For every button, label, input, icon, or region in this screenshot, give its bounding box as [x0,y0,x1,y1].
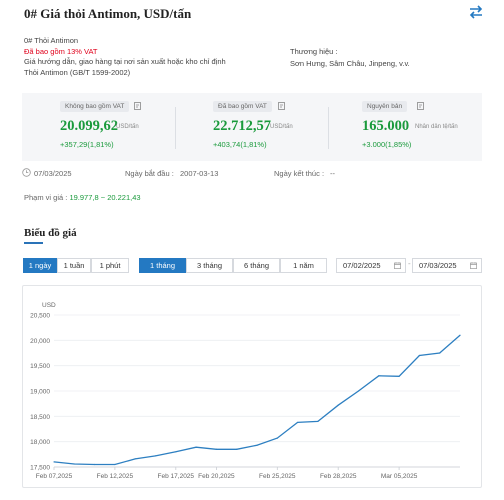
edit-note-icon[interactable] [134,102,142,110]
price-label: Đã bao gồm VAT [213,101,272,112]
data-point [134,458,136,460]
price-range-label: Phạm vi giá : [24,193,68,202]
data-point [337,404,339,406]
end-date-value: -- [330,169,335,178]
price-line-chart[interactable]: USD 17,500 18,000 18,500 19,000 19,500 20,000 2… [22,285,482,488]
calendar-icon [470,262,477,269]
price-date: 07/03/2025 [34,169,72,178]
data-point [195,446,197,448]
brand-info: Thương hiệu : Sơn Hưng, Sâm Châu, Jinpen… [290,46,410,70]
calendar-icon [394,262,401,269]
data-point [94,463,96,466]
price-label: Nguyên bản [362,101,408,112]
period-1-year-button[interactable]: 1 năm [280,258,327,273]
price-value: 165.000 [362,118,410,134]
data-point [459,334,461,336]
y-tick-label: 20,500 [30,313,50,320]
swap-arrows-icon[interactable] [468,4,484,20]
data-point [256,444,258,446]
x-tick-label: Feb 12,2025 [97,473,134,480]
chart-frame [22,285,482,488]
price-summary: Không bao gồm VAT 20.099,62 USD/tấn +357… [22,93,482,161]
period-6-months-button[interactable]: 6 tháng [233,258,280,273]
brand-label: Thương hiệu : [290,47,338,56]
data-point [154,455,157,457]
data-point [317,420,319,422]
price-value: 20.099,62 [60,118,118,134]
price-unit: USD/tấn [270,124,293,130]
price-unit: USD/tấn [116,124,139,130]
data-point [418,354,420,357]
data-point [73,463,75,465]
y-tick-label: 20,000 [30,338,50,345]
data-point [398,375,400,377]
price-value: 22.712,57 [213,118,271,134]
page-title: 0# Giá thỏi Antimon, USD/tấn [24,6,192,21]
date-to-value: 07/03/2025 [419,261,457,270]
data-point [236,448,238,450]
date-separator: - [408,259,411,268]
price-incl-vat: Đã bao gồm VAT 22.712,57 USD/tấn +403,74… [176,93,326,161]
data-point [215,448,217,450]
period-1-month-button[interactable]: 1 tháng [139,258,186,273]
period-3-months-button[interactable]: 3 tháng [186,258,233,273]
delivery-terms: Giá hướng dẫn, giao hàng tại nơi sản xuấ… [24,57,226,66]
vat-note: Đã bao gồm 13% VAT [24,46,98,56]
date-from-value: 07/02/2025 [343,261,381,270]
data-point [357,390,360,392]
price-range-value: 19.977,8 ~ 20.221,43 [69,193,141,202]
product-standard: Thỏi Antimon (GB/T 1599-2002) [24,67,131,77]
date-from-input[interactable]: 07/02/2025 [336,258,406,273]
date-to-input[interactable]: 07/03/2025 [412,258,482,273]
price-unit: Nhân dân tệ/tấn [415,124,458,130]
y-tick-label: 18,500 [30,414,50,421]
divider [328,107,329,149]
section-title: Biểu đồ giá [24,227,77,239]
price-original: Nguyên bản 165.000 Nhân dân tệ/tấn +3.00… [329,93,479,161]
data-point [276,437,278,439]
section-underline [24,242,43,244]
end-date-label: Ngày kết thúc : [274,169,325,178]
interval-1-day-button[interactable]: 1 ngày [23,258,57,273]
interval-1-minute-button[interactable]: 1 phút [91,258,129,273]
data-point [297,421,299,424]
x-tick-label: Mar 05,2025 [381,473,418,480]
product-info: 0# Thỏi Antimon Đã bao gồm 13% VAT Giá h… [24,36,226,78]
x-tick-label: Feb 20,2025 [198,473,235,480]
price-range: Phạm vi giá : 19.977,8 ~ 20.221,43 [24,193,141,202]
edit-note-icon[interactable] [417,102,425,110]
data-point [378,375,380,377]
edit-note-icon[interactable] [278,102,286,110]
clock-icon [22,168,31,177]
interval-1-week-button[interactable]: 1 tuần [57,258,91,273]
data-point [114,463,116,466]
y-tick-label: 19,000 [30,389,50,396]
y-tick-label: 19,500 [30,363,50,370]
y-axis-unit: USD [42,302,56,309]
price-change: +3.000(1,85%) [362,140,412,149]
x-tick-label: Feb 28,2025 [320,473,357,480]
price-label: Không bao gồm VAT [60,101,130,112]
y-tick-label: 18,000 [30,439,50,446]
x-tick-label: Feb 25,2025 [259,473,296,480]
price-change: +357,29(1,81%) [60,140,114,149]
product-name: 0# Thỏi Antimon [24,36,79,45]
y-tick-label: 17,500 [30,465,50,472]
price-excl-vat: Không bao gồm VAT 20.099,62 USD/tấn +357… [22,93,172,161]
start-date-label: Ngày bắt đầu : [125,169,174,178]
price-change: +403,74(1,81%) [213,140,267,149]
brand-list: Sơn Hưng, Sâm Châu, Jinpeng, v.v. [290,59,410,68]
start-date-value: 2007-03-13 [180,169,219,178]
data-point [439,352,441,354]
x-tick-label: Feb 17,2025 [158,473,195,480]
data-point [53,461,55,463]
data-point [175,451,177,453]
x-tick-label: Feb 07,2025 [36,473,73,480]
divider [175,107,176,149]
